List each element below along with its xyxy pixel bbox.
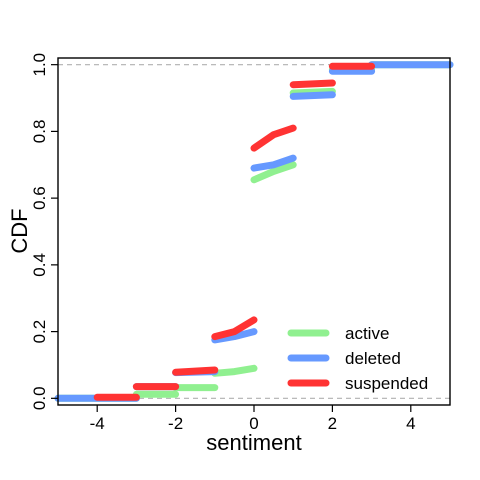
legend: active deleted suspended: [287, 324, 428, 393]
series-layer: [54, 61, 454, 402]
x-axis: -4 -2 0 2 4: [90, 405, 416, 433]
series-suspended-step: [250, 124, 297, 152]
series-deleted-step: [289, 91, 336, 100]
y-tick-label: 0.4: [30, 253, 49, 277]
x-axis-title: sentiment: [206, 430, 301, 455]
y-tick-label: 1.0: [30, 53, 49, 77]
y-axis-title: CDF: [7, 208, 32, 253]
series-deleted-step: [250, 154, 297, 172]
series-active-step: [250, 161, 297, 184]
x-tick-label: 0: [249, 414, 258, 433]
series-deleted-step: [211, 328, 258, 344]
series-suspended-step: [211, 316, 258, 341]
x-tick-label: 4: [406, 414, 415, 433]
series-suspended-step: [172, 366, 219, 376]
y-tick-label: 0.8: [30, 120, 49, 144]
x-tick-label: -2: [168, 414, 183, 433]
legend-label-active: active: [345, 324, 389, 343]
series-active-step: [211, 364, 258, 377]
y-tick-label: 0.2: [30, 320, 49, 344]
series-suspended: [93, 62, 376, 401]
y-tick-label: 0.0: [30, 386, 49, 410]
x-tick-label: 2: [328, 414, 337, 433]
series-suspended-step: [289, 79, 336, 89]
legend-label-deleted: deleted: [345, 349, 401, 368]
y-axis: 0.0 0.2 0.4 0.6 0.8 1.0: [30, 53, 58, 410]
x-tick-label: -4: [90, 414, 105, 433]
y-tick-label: 0.6: [30, 186, 49, 210]
legend-label-suspended: suspended: [345, 374, 428, 393]
